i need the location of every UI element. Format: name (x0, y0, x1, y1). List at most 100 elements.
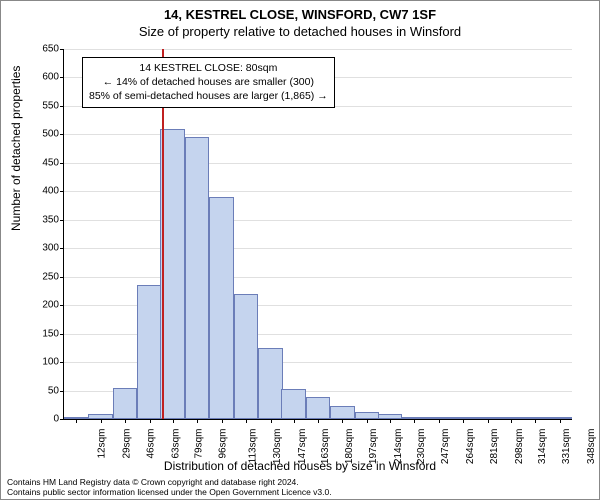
y-tick (60, 106, 64, 107)
x-tick (271, 419, 272, 423)
x-tick-label: 348sqm (586, 429, 597, 465)
x-tick-label: 147sqm (297, 429, 308, 465)
histogram-bar (355, 412, 379, 419)
title-subtitle: Size of property relative to detached ho… (1, 24, 599, 41)
y-tick-label: 450 (29, 157, 59, 168)
x-tick (342, 419, 343, 423)
y-tick-label: 550 (29, 100, 59, 111)
gridline (64, 220, 572, 221)
y-tick-label: 600 (29, 72, 59, 83)
gridline (64, 163, 572, 164)
x-tick (101, 419, 102, 423)
x-tick (390, 419, 391, 423)
histogram-bar (330, 406, 354, 419)
credit-block: Contains HM Land Registry data © Crown c… (7, 477, 593, 497)
y-tick (60, 220, 64, 221)
x-tick (560, 419, 561, 423)
x-tick-label: 197sqm (369, 429, 380, 465)
y-tick-label: 100 (29, 357, 59, 368)
x-tick (535, 419, 536, 423)
y-tick-label: 150 (29, 328, 59, 339)
info-line3: 85% of semi-detached houses are larger (… (89, 89, 328, 103)
x-tick (197, 419, 198, 423)
y-tick-label: 650 (29, 44, 59, 55)
x-tick-label: 79sqm (193, 429, 204, 459)
x-tick (463, 419, 464, 423)
y-tick (60, 49, 64, 50)
x-tick-label: 163sqm (320, 429, 331, 465)
x-tick-label: 331sqm (561, 429, 572, 465)
y-axis-label: Number of detached properties (9, 66, 23, 231)
x-tick-label: 113sqm (247, 429, 258, 464)
y-tick (60, 362, 64, 363)
info-line1: 14 KESTREL CLOSE: 80sqm (89, 61, 328, 75)
x-tick (488, 419, 489, 423)
gridline (64, 134, 572, 135)
chart-container: 14, KESTREL CLOSE, WINSFORD, CW7 1SF Siz… (0, 0, 600, 500)
x-tick (246, 419, 247, 423)
histogram-bar (281, 389, 305, 419)
x-tick (222, 419, 223, 423)
x-tick-label: 29sqm (121, 429, 132, 459)
y-tick-label: 350 (29, 214, 59, 225)
y-tick-label: 50 (29, 385, 59, 396)
histogram-bar (234, 294, 258, 419)
plot-area: 14 KESTREL CLOSE: 80sqm ← 14% of detache… (63, 49, 572, 420)
title-address: 14, KESTREL CLOSE, WINSFORD, CW7 1SF (1, 7, 599, 24)
x-tick-label: 46sqm (146, 429, 157, 459)
y-tick (60, 191, 64, 192)
x-tick-label: 214sqm (393, 429, 404, 465)
histogram-bar (258, 348, 282, 419)
x-tick-label: 247sqm (440, 429, 451, 465)
x-tick (150, 419, 151, 423)
x-tick (511, 419, 512, 423)
x-tick-label: 230sqm (416, 429, 427, 465)
x-tick-label: 281sqm (489, 429, 500, 465)
x-tick (414, 419, 415, 423)
y-tick (60, 77, 64, 78)
histogram-bar (185, 137, 209, 419)
histogram-bar (306, 397, 330, 419)
y-tick (60, 248, 64, 249)
x-tick-label: 12sqm (97, 429, 108, 459)
x-tick-label: 264sqm (465, 429, 476, 465)
y-tick (60, 305, 64, 306)
x-tick-label: 130sqm (272, 429, 283, 465)
y-tick (60, 163, 64, 164)
y-tick-label: 300 (29, 243, 59, 254)
y-tick (60, 334, 64, 335)
y-tick (60, 134, 64, 135)
gridline (64, 49, 572, 50)
credit-line2: Contains public sector information licen… (7, 487, 593, 497)
y-tick (60, 419, 64, 420)
x-tick-label: 298sqm (514, 429, 525, 465)
credit-line1: Contains HM Land Registry data © Crown c… (7, 477, 593, 487)
info-box: 14 KESTREL CLOSE: 80sqm ← 14% of detache… (82, 57, 335, 108)
title-block: 14, KESTREL CLOSE, WINSFORD, CW7 1SF Siz… (1, 1, 599, 41)
y-tick-label: 250 (29, 271, 59, 282)
x-tick (173, 419, 174, 423)
x-tick (318, 419, 319, 423)
histogram-bar (209, 197, 233, 419)
gridline (64, 277, 572, 278)
y-tick-label: 200 (29, 300, 59, 311)
histogram-bar (137, 285, 161, 419)
x-tick (367, 419, 368, 423)
x-tick (439, 419, 440, 423)
y-tick (60, 391, 64, 392)
gridline (64, 191, 572, 192)
info-line2: ← 14% of detached houses are smaller (30… (89, 75, 328, 89)
y-tick-label: 0 (29, 414, 59, 425)
x-tick-label: 314sqm (537, 429, 548, 465)
y-tick-label: 500 (29, 129, 59, 140)
y-tick-label: 400 (29, 186, 59, 197)
x-tick-label: 63sqm (170, 429, 181, 459)
y-tick (60, 277, 64, 278)
x-tick (76, 419, 77, 423)
histogram-bar (113, 388, 137, 419)
gridline (64, 248, 572, 249)
x-tick (125, 419, 126, 423)
x-tick (294, 419, 295, 423)
x-tick-label: 180sqm (344, 429, 355, 465)
x-tick-label: 96sqm (218, 429, 229, 459)
